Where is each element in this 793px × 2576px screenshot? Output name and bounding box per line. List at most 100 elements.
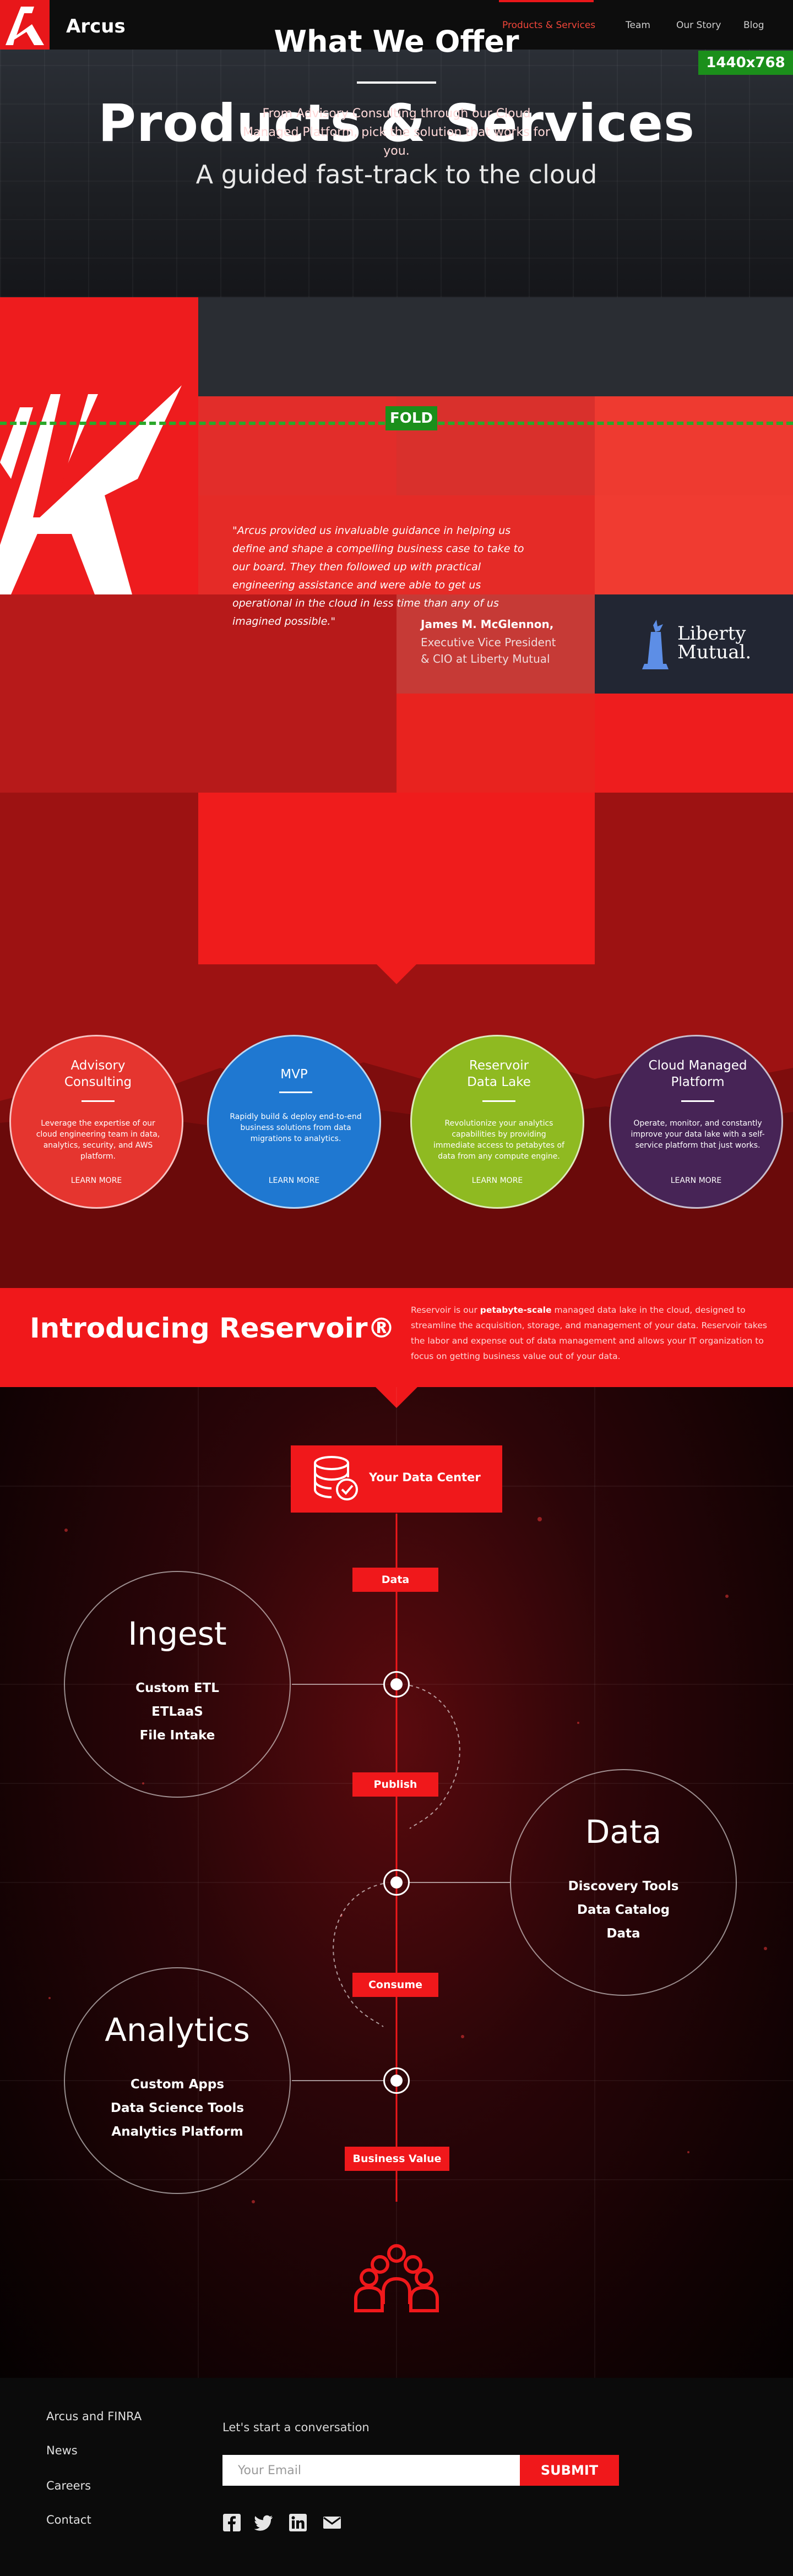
service-divider <box>279 1091 312 1093</box>
service-cloud-managed-platform[interactable]: Cloud Managed Platform Operate, monitor,… <box>609 1035 783 1209</box>
offer-box <box>198 793 595 964</box>
reservoir-title: Introducing Reservoir® <box>30 1312 395 1344</box>
tag-consume: Consume <box>352 1973 438 1997</box>
testimonial-section: "Arcus provided us invaluable guidance i… <box>0 297 793 793</box>
statue-tile <box>198 396 397 495</box>
statue-tile <box>595 694 793 793</box>
stage-title: Analytics <box>105 2011 250 2049</box>
pipeline-node <box>383 2067 410 2094</box>
statue-tile <box>595 495 793 594</box>
stage-items: Custom ETL ETLaaS File Intake <box>65 1677 290 1748</box>
footer-link-news[interactable]: News <box>46 2444 78 2457</box>
hero-section <box>0 50 793 297</box>
statue-of-liberty-icon <box>642 620 669 669</box>
stage-items: Custom Apps Data Science Tools Analytics… <box>65 2073 290 2144</box>
stage-title: Data <box>585 1813 662 1851</box>
liberty-mutual-logo: Liberty Mutual. <box>595 594 793 694</box>
twitter-icon[interactable] <box>254 2513 273 2532</box>
stage-items: Discovery Tools Data Catalog Data <box>511 1875 736 1946</box>
reservoir-text-bold: petabyte-scale <box>480 1305 552 1315</box>
testimonial-person-title: Executive Vice President & CIO at Libert… <box>421 636 556 665</box>
service-advisory-consulting[interactable]: Advisory Consulting Leverage the experti… <box>9 1035 183 1209</box>
statue-tile <box>595 396 793 495</box>
nav-link-team[interactable]: Team <box>626 20 650 31</box>
reservoir-text-start: Reservoir is our <box>411 1305 480 1315</box>
brand-name[interactable]: Arcus <box>66 15 126 37</box>
footer-submit-button[interactable]: SUBMIT <box>520 2455 619 2486</box>
service-text: Leverage the expertise of our cloud engi… <box>36 1119 160 1161</box>
resolution-badge: 1440x768 <box>698 51 793 75</box>
hero-subtitle: A guided fast-track to the cloud <box>195 160 598 189</box>
email-icon[interactable] <box>323 2513 341 2532</box>
tag-business-value: Business Value <box>345 2147 449 2171</box>
service-mvp[interactable]: MVP Rapidly build & deploy end-to-end bu… <box>207 1035 381 1209</box>
service-title: Cloud Managed Platform <box>648 1058 747 1089</box>
stage-title: Ingest <box>128 1615 227 1652</box>
testimonial-quote: "Arcus provided us invaluable guidance i… <box>232 525 524 627</box>
pipeline-node <box>383 1671 410 1698</box>
footer-email-input[interactable] <box>222 2455 520 2486</box>
stage-item: Data Catalog <box>577 1903 670 1917</box>
linkedin-icon[interactable] <box>289 2513 307 2532</box>
service-title: Advisory Consulting <box>64 1058 132 1089</box>
tag-data: Data <box>352 1568 438 1592</box>
statue-top-tile <box>198 297 793 396</box>
footer-link-contact[interactable]: Contact <box>46 2513 91 2526</box>
nav-active-indicator <box>499 0 594 2</box>
quote-tile <box>198 495 595 594</box>
nav-link-our-story[interactable]: Our Story <box>676 20 721 31</box>
offer-divider <box>357 81 436 84</box>
learn-more-link[interactable]: LEARN MORE <box>471 1176 523 1185</box>
nav-link-products[interactable]: Products & Services <box>502 20 596 31</box>
learn-more-link[interactable]: LEARN MORE <box>670 1176 722 1185</box>
stage-item: Custom Apps <box>130 2077 225 2092</box>
service-divider <box>82 1100 115 1102</box>
mountain-background <box>0 1057 793 1288</box>
offer-description: From Advisory Consulting through our Clo… <box>243 107 550 158</box>
top-nav <box>0 0 793 50</box>
stage-item: Discovery Tools <box>568 1879 679 1893</box>
stage-ingest: Ingest Custom ETL ETLaaS File Intake <box>64 1571 291 1798</box>
fold-label: FOLD <box>385 406 437 430</box>
footer-link-careers[interactable]: Careers <box>46 2479 91 2492</box>
big-logo-tile <box>0 297 198 594</box>
liberty-mutual-wordmark: Liberty Mutual. <box>677 623 752 663</box>
service-text: Rapidly build & deploy end-to-end busine… <box>230 1112 362 1143</box>
arcus-large-logo-icon <box>0 385 182 594</box>
offer-title: What We Offer <box>274 24 519 59</box>
stage-item: Data Science Tools <box>110 2101 245 2115</box>
stage-item: File Intake <box>139 1728 215 1743</box>
statue-bottom-tile <box>0 594 397 793</box>
pipeline-node <box>383 1869 410 1896</box>
footer-cta-text: Let's start a conversation <box>222 2421 370 2434</box>
service-text: Operate, monitor, and constantly improve… <box>631 1119 765 1150</box>
stage-item: Analytics Platform <box>111 2125 243 2139</box>
reservoir-intro-section <box>0 1288 793 1387</box>
service-text: Revolutionize your analytics capabilitie… <box>433 1119 564 1161</box>
reservoir-description: Reservoir is our petabyte-scale managed … <box>411 1302 774 1364</box>
hero-background <box>0 50 793 297</box>
your-data-center-label: Your Data Center <box>369 1471 481 1484</box>
service-reservoir-data-lake[interactable]: Reservoir Data Lake Revolutionize your a… <box>410 1035 584 1209</box>
reservoir-text-end: managed data lake in the cloud, designed… <box>411 1305 767 1361</box>
database-check-icon <box>314 1456 358 1500</box>
nav-link-blog[interactable]: Blog <box>743 20 764 31</box>
arcus-logo-icon <box>6 7 44 45</box>
tag-publish: Publish <box>352 1772 438 1797</box>
person-photo-tile <box>397 594 595 694</box>
footer-link-arcus-finra[interactable]: Arcus and FINRA <box>46 2410 142 2423</box>
arcus-logo[interactable] <box>0 0 50 50</box>
stage-data: Data Discovery Tools Data Catalog Data <box>510 1769 737 1996</box>
service-title: MVP <box>280 1067 308 1082</box>
stage-item: ETLaaS <box>151 1705 203 1719</box>
stage-analytics: Analytics Custom Apps Data Science Tools… <box>64 1967 291 2194</box>
offer-box-arrow <box>376 963 417 984</box>
offer-section <box>0 793 793 1288</box>
learn-more-link[interactable]: LEARN MORE <box>70 1176 122 1185</box>
facebook-icon[interactable] <box>222 2513 241 2532</box>
stage-item: Data <box>606 1926 640 1941</box>
service-divider <box>482 1100 515 1102</box>
learn-more-link[interactable]: LEARN MORE <box>268 1176 320 1185</box>
service-title: Reservoir Data Lake <box>467 1058 531 1089</box>
people-group-icon <box>354 2244 439 2312</box>
